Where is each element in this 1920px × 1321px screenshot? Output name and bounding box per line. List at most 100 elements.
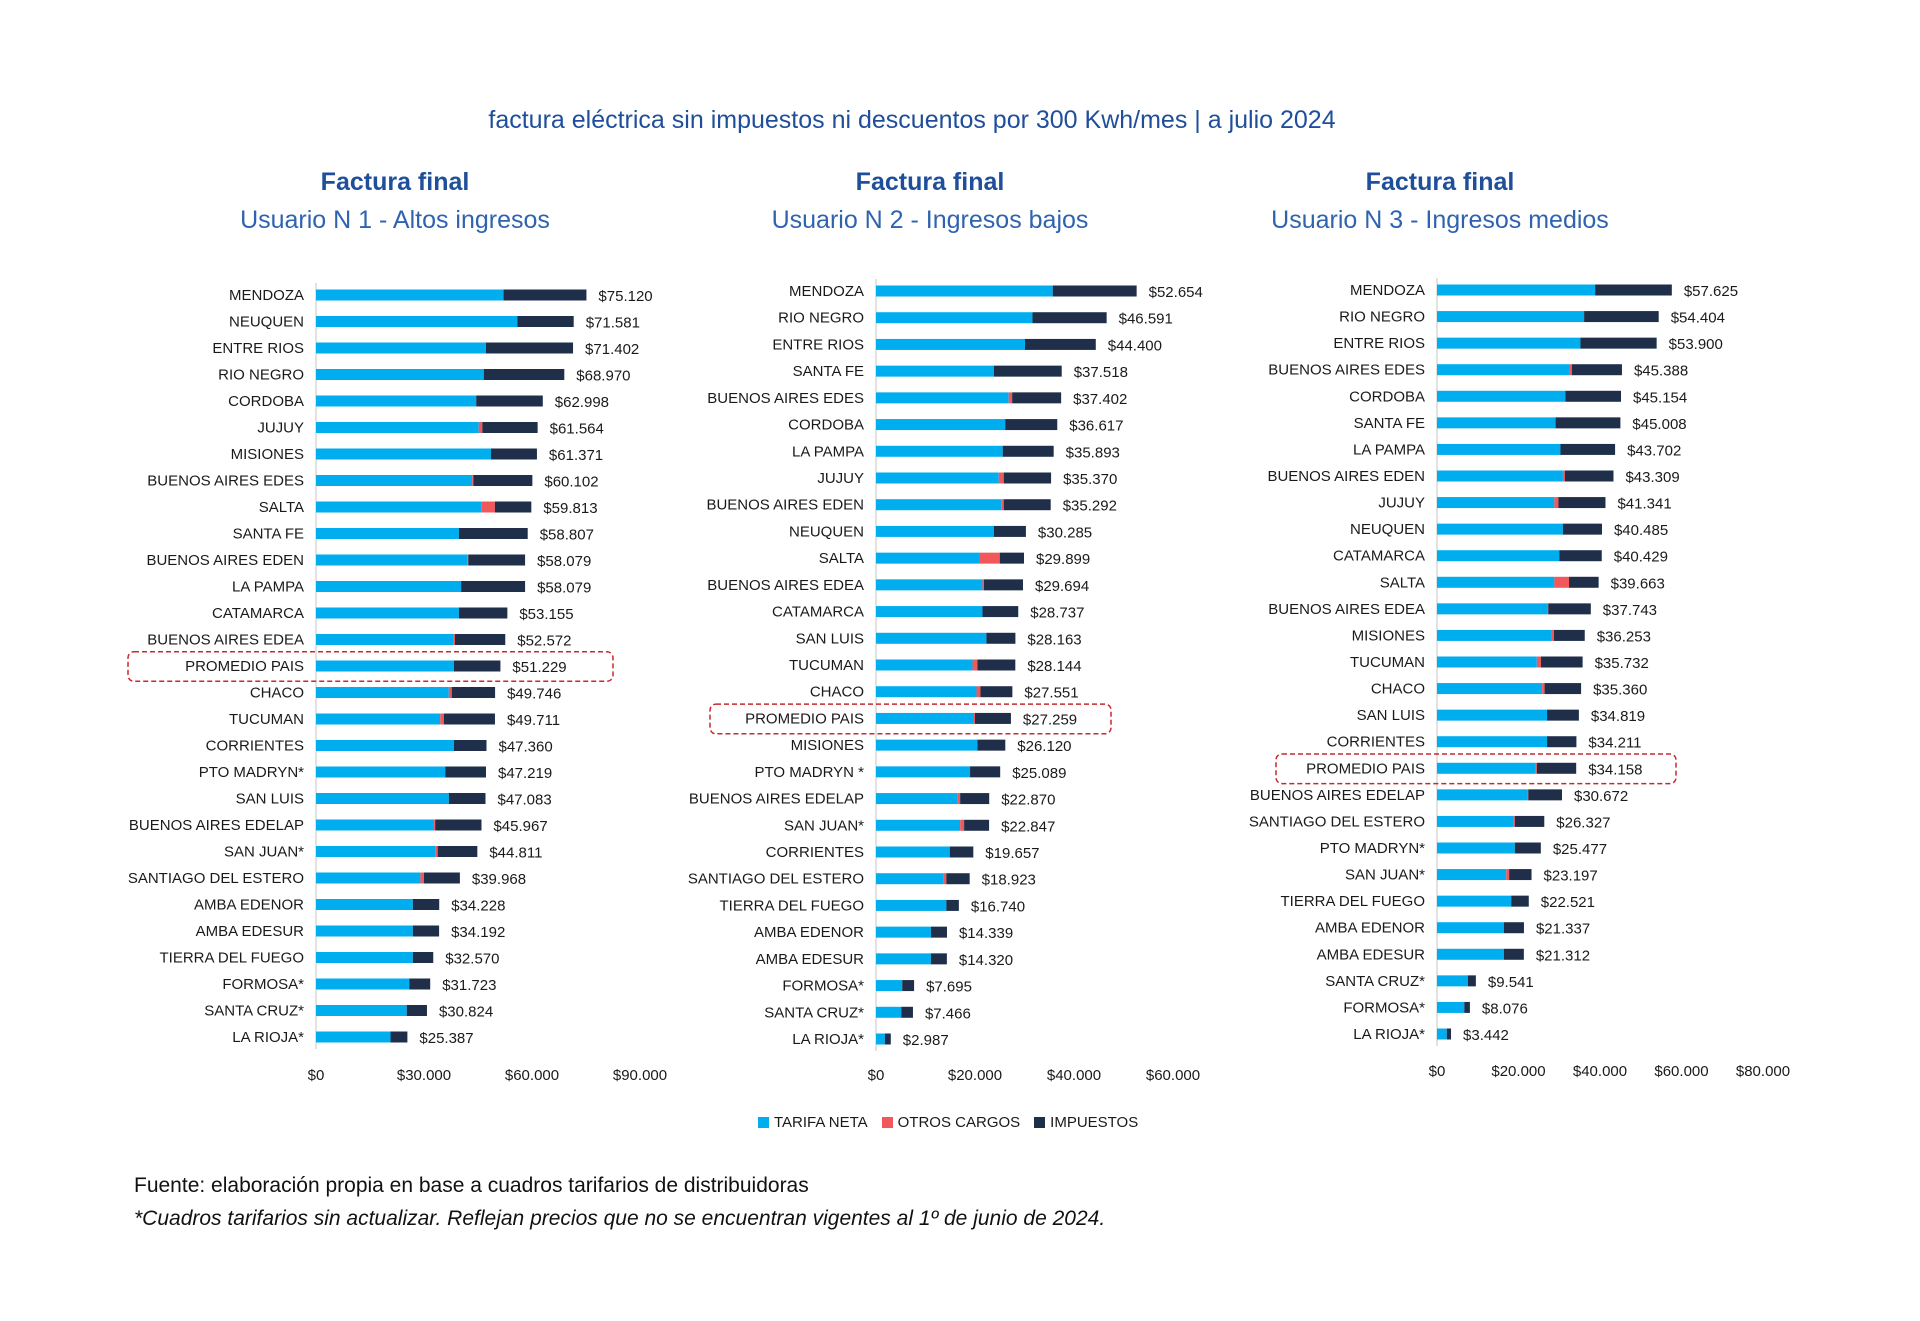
bar-impuestos [517, 316, 574, 327]
bar-impuestos [1464, 1001, 1470, 1013]
footnote-text: *Cuadros tarifarios sin actualizar. Refl… [134, 1207, 1106, 1230]
category-label: CATAMARCA [212, 605, 304, 622]
bar-tarifa-neta [1437, 390, 1566, 402]
bar-impuestos [986, 632, 1016, 644]
bar-impuestos [454, 634, 506, 645]
value-label: $43.702 [1627, 442, 1681, 459]
highlight-box-promedio-pais [1275, 753, 1677, 785]
bar-impuestos [1559, 550, 1602, 562]
bar-otros-cargos [467, 554, 469, 566]
bar-tarifa-neta [876, 472, 999, 484]
value-label: $30.285 [1038, 524, 1092, 541]
bar-impuestos [483, 369, 565, 380]
bar-impuestos [1003, 499, 1051, 511]
highlight-box-promedio-pais [709, 703, 1112, 735]
bar-tarifa-neta [1437, 576, 1555, 588]
x-tick-label: $20.000 [1491, 1063, 1545, 1080]
category-label: FORMOSA* [1343, 999, 1425, 1016]
value-label: $53.155 [519, 606, 573, 623]
main-title: factura eléctrica sin impuestos ni descu… [488, 106, 1336, 134]
bar-impuestos [473, 475, 533, 486]
category-label: AMBA EDESUR [1317, 946, 1426, 963]
value-label: $16.740 [971, 898, 1025, 915]
value-label: $43.309 [1625, 469, 1679, 486]
legend-swatch-otros-cargos [881, 1117, 893, 1128]
value-label: $44.811 [489, 845, 542, 862]
bar-impuestos [458, 528, 528, 539]
bar-impuestos [1514, 815, 1545, 827]
bar-tarifa-neta [316, 766, 446, 778]
chart-1-subtitle: Usuario N 1 - Altos ingresos [240, 206, 550, 234]
bar-otros-cargos [973, 712, 975, 724]
value-label: $25.387 [419, 1030, 473, 1047]
value-label: $25.089 [1012, 765, 1066, 782]
value-label: $22.521 [1541, 894, 1595, 911]
bar-impuestos [1032, 312, 1107, 324]
bar-impuestos [930, 953, 947, 965]
category-label: CORRIENTES [1327, 734, 1425, 751]
bar-otros-cargos [957, 793, 961, 805]
category-label: MISIONES [231, 446, 304, 463]
bar-tarifa-neta [1437, 683, 1543, 695]
bar-impuestos [1003, 472, 1052, 484]
category-label: JUJUY [817, 470, 864, 487]
bar-impuestos [461, 581, 526, 592]
value-label: $28.144 [1027, 658, 1081, 675]
value-label: $26.120 [1017, 738, 1071, 755]
bar-impuestos [476, 395, 543, 407]
bar-otros-cargos [453, 634, 455, 645]
bar-otros-cargos [472, 475, 474, 486]
bar-tarifa-neta [316, 925, 413, 937]
category-label: TUCUMAN [789, 657, 864, 674]
category-label: ENTRE RIOS [772, 336, 864, 353]
bar-impuestos [1547, 736, 1577, 748]
bar-tarifa-neta [876, 899, 947, 911]
value-label: $58.807 [540, 527, 594, 544]
bar-tarifa-neta [316, 369, 484, 380]
value-label: $36.617 [1069, 418, 1123, 435]
bar-tarifa-neta [876, 712, 974, 724]
bar-impuestos [1511, 895, 1529, 907]
bar-impuestos [980, 686, 1013, 698]
category-label: MISIONES [791, 737, 864, 754]
chart-2-title: Factura final [855, 168, 1005, 196]
bar-otros-cargos [434, 819, 436, 831]
value-label: $37.518 [1074, 364, 1128, 381]
category-label: SAN JUAN* [224, 844, 304, 861]
category-label: PROMEDIO PAIS [185, 658, 304, 675]
bar-tarifa-neta [1437, 550, 1560, 562]
value-label: $45.967 [493, 818, 547, 835]
category-label: CATAMARCA [1333, 548, 1425, 565]
bar-impuestos [1580, 337, 1657, 349]
bar-tarifa-neta [876, 873, 944, 885]
bar-impuestos [468, 554, 526, 566]
bar-otros-cargos [481, 501, 495, 513]
category-label: AMBA EDENOR [754, 924, 864, 941]
bar-otros-cargos [1513, 815, 1515, 827]
category-label: LA PAMPA [232, 579, 304, 596]
category-label: MISIONES [1352, 627, 1425, 644]
bar-tarifa-neta [1437, 1028, 1447, 1040]
x-tick-label: $0 [868, 1067, 885, 1084]
category-label: AMBA EDESUR [196, 923, 305, 940]
bar-tarifa-neta [316, 793, 449, 804]
x-tick-label: $40.000 [1573, 1063, 1627, 1080]
x-tick-label: $60.000 [505, 1067, 559, 1084]
bar-impuestos [1509, 869, 1532, 881]
chart-2-subtitle: Usuario N 2 - Ingresos bajos [771, 206, 1089, 234]
bar-tarifa-neta [876, 953, 931, 965]
bar-impuestos [1002, 445, 1054, 457]
category-label: PTO MADRYN* [199, 764, 304, 781]
value-label: $58.079 [537, 553, 591, 570]
bar-otros-cargos [1554, 497, 1559, 509]
category-label: MENDOZA [789, 283, 864, 300]
category-label: TUCUMAN [229, 711, 304, 728]
x-tick-label: $0 [1429, 1063, 1446, 1080]
value-label: $35.732 [1595, 655, 1649, 672]
legend-item-tarifa-neta: TARIFA NETA [758, 1114, 868, 1131]
bar-tarifa-neta [1437, 656, 1537, 668]
bar-tarifa-neta [1437, 922, 1504, 934]
bar-tarifa-neta [876, 445, 1003, 457]
bar-tarifa-neta [316, 1031, 391, 1043]
bar-tarifa-neta [876, 1033, 885, 1045]
